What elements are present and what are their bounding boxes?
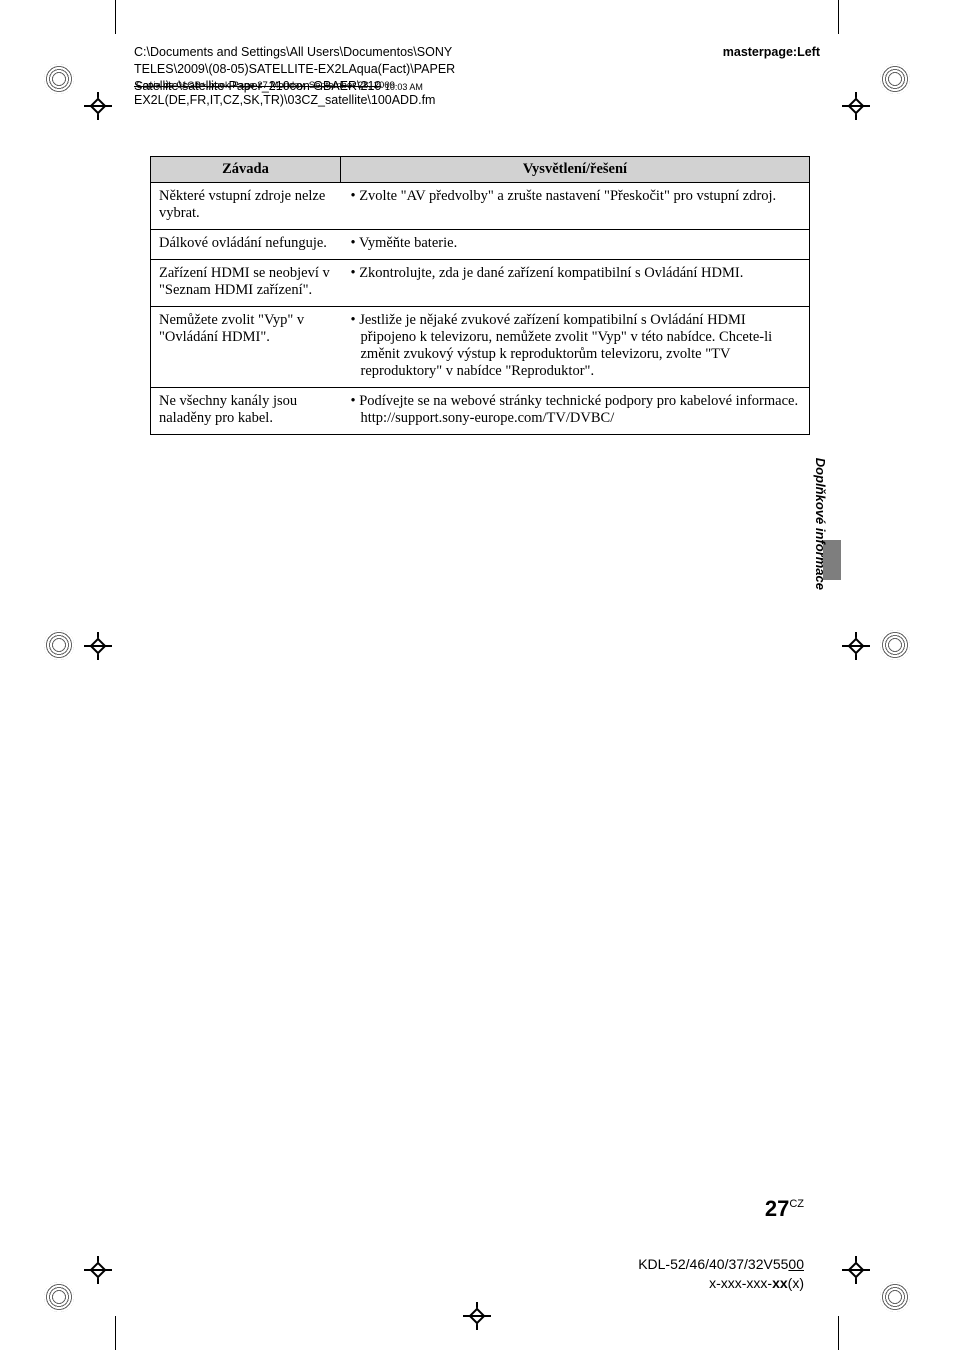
table-header-solution: Vysvětlení/řešení — [341, 157, 810, 183]
section-side-label: Doplňkové informace — [813, 458, 828, 590]
table-row: Ne všechny kanály jsou naladěny pro kabe… — [151, 388, 810, 435]
crop-mark-icon — [838, 1316, 839, 1350]
table-header-problem: Závada — [151, 157, 341, 183]
file-path-text: C:\Documents and Settings\All Users\Docu… — [134, 44, 654, 109]
table-cell-solution: Podívejte se na webové stránky technické… — [341, 388, 810, 435]
file-path-line: C:\Documents and Settings\All Users\Docu… — [134, 44, 654, 61]
footer-partnum-prefix: x-xxx-xxx- — [709, 1275, 772, 1291]
table-body: Některé vstupní zdroje nelze vybrat. Zvol… — [151, 183, 810, 435]
content-area: Závada Vysvětlení/řešení Některé vstupní… — [150, 156, 810, 435]
alignment-cross-icon — [842, 632, 870, 660]
page-root: masterpage:Left C:\Documents and Setting… — [0, 0, 954, 1350]
alignment-cross-icon — [842, 1256, 870, 1284]
registration-mark-icon — [44, 1282, 74, 1312]
table-cell-problem: Zařízení HDMI se neobjeví v "Seznam HDMI… — [151, 260, 341, 307]
masterpage-label: masterpage:Left — [723, 44, 820, 61]
solution-item: Zkontrolujte, zda je dané zařízení kompa… — [349, 265, 802, 282]
registration-mark-icon — [880, 1282, 910, 1312]
solution-item: Zvolte "AV předvolby" a zrušte nastavení… — [349, 188, 802, 205]
page-number: 27CZ — [765, 1196, 804, 1222]
footer-partnum-suffix: (x) — [788, 1275, 804, 1291]
table-header-row: Závada Vysvětlení/řešení — [151, 157, 810, 183]
footer-partnum-bold: xx — [772, 1275, 788, 1291]
footer-model-prefix: KDL-52/46/40/37/32V55 — [638, 1256, 788, 1272]
alignment-cross-icon — [84, 92, 112, 120]
registration-mark-icon — [880, 64, 910, 94]
page-number-value: 27 — [765, 1196, 789, 1221]
footer-model-block: KDL-52/46/40/37/32V5500 x-xxx-xxx-xx(x) — [638, 1255, 804, 1294]
alignment-cross-icon — [842, 92, 870, 120]
crop-mark-icon — [838, 0, 839, 34]
header-block: masterpage:Left C:\Documents and Setting… — [134, 44, 820, 109]
table-cell-solution: Vyměňte baterie. — [341, 230, 810, 260]
crop-mark-icon — [115, 1316, 116, 1350]
registration-mark-icon — [44, 64, 74, 94]
registration-mark-icon — [880, 630, 910, 660]
solution-item: Vyměňte baterie. — [349, 235, 802, 252]
page-number-lang: CZ — [789, 1198, 804, 1210]
registration-mark-icon — [44, 630, 74, 660]
table-row: Zařízení HDMI se neobjeví v "Seznam HDMI… — [151, 260, 810, 307]
footer-model-line: KDL-52/46/40/37/32V5500 — [638, 1255, 804, 1275]
alignment-cross-icon — [463, 1302, 491, 1330]
footer-model-underlined: 00 — [788, 1256, 804, 1272]
alignment-cross-icon — [84, 632, 112, 660]
alignment-cross-icon — [84, 1256, 112, 1284]
table-cell-problem: Některé vstupní zdroje nelze vybrat. — [151, 183, 341, 230]
table-cell-solution: Jestliže je nějaké zvukové zařízení komp… — [341, 307, 810, 388]
table-cell-problem: Nemůžete zvolit "Vyp" v "Ovládání HDMI". — [151, 307, 341, 388]
file-path-line: EX2L(DE,FR,IT,CZ,SK,TR)\03CZ_satellite\1… — [134, 92, 654, 109]
table-row: Nemůžete zvolit "Vyp" v "Ovládání HDMI".… — [151, 307, 810, 388]
table-row: Dálkové ovládání nefunguje. Vyměňte bater… — [151, 230, 810, 260]
file-path-line: TELES\2009\(08-05)SATELLITE-EX2LAqua(Fac… — [134, 61, 654, 78]
table-cell-solution: Zkontrolujte, zda je dané zařízení kompa… — [341, 260, 810, 307]
troubleshooting-table: Závada Vysvětlení/řešení Některé vstupní… — [150, 156, 810, 435]
footer-partnum-line: x-xxx-xxx-xx(x) — [638, 1274, 804, 1294]
table-row: Některé vstupní zdroje nelze vybrat. Zvol… — [151, 183, 810, 230]
crop-mark-icon — [115, 0, 116, 34]
table-cell-solution: Zvolte "AV předvolby" a zrušte nastavení… — [341, 183, 810, 230]
table-cell-problem: Ne všechny kanály jsou naladěny pro kabe… — [151, 388, 341, 435]
solution-item: Jestliže je nějaké zvukové zařízení komp… — [349, 312, 802, 380]
table-cell-problem: Dálkové ovládání nefunguje. — [151, 230, 341, 260]
solution-item: Podívejte se na webové stránky technické… — [349, 393, 802, 427]
